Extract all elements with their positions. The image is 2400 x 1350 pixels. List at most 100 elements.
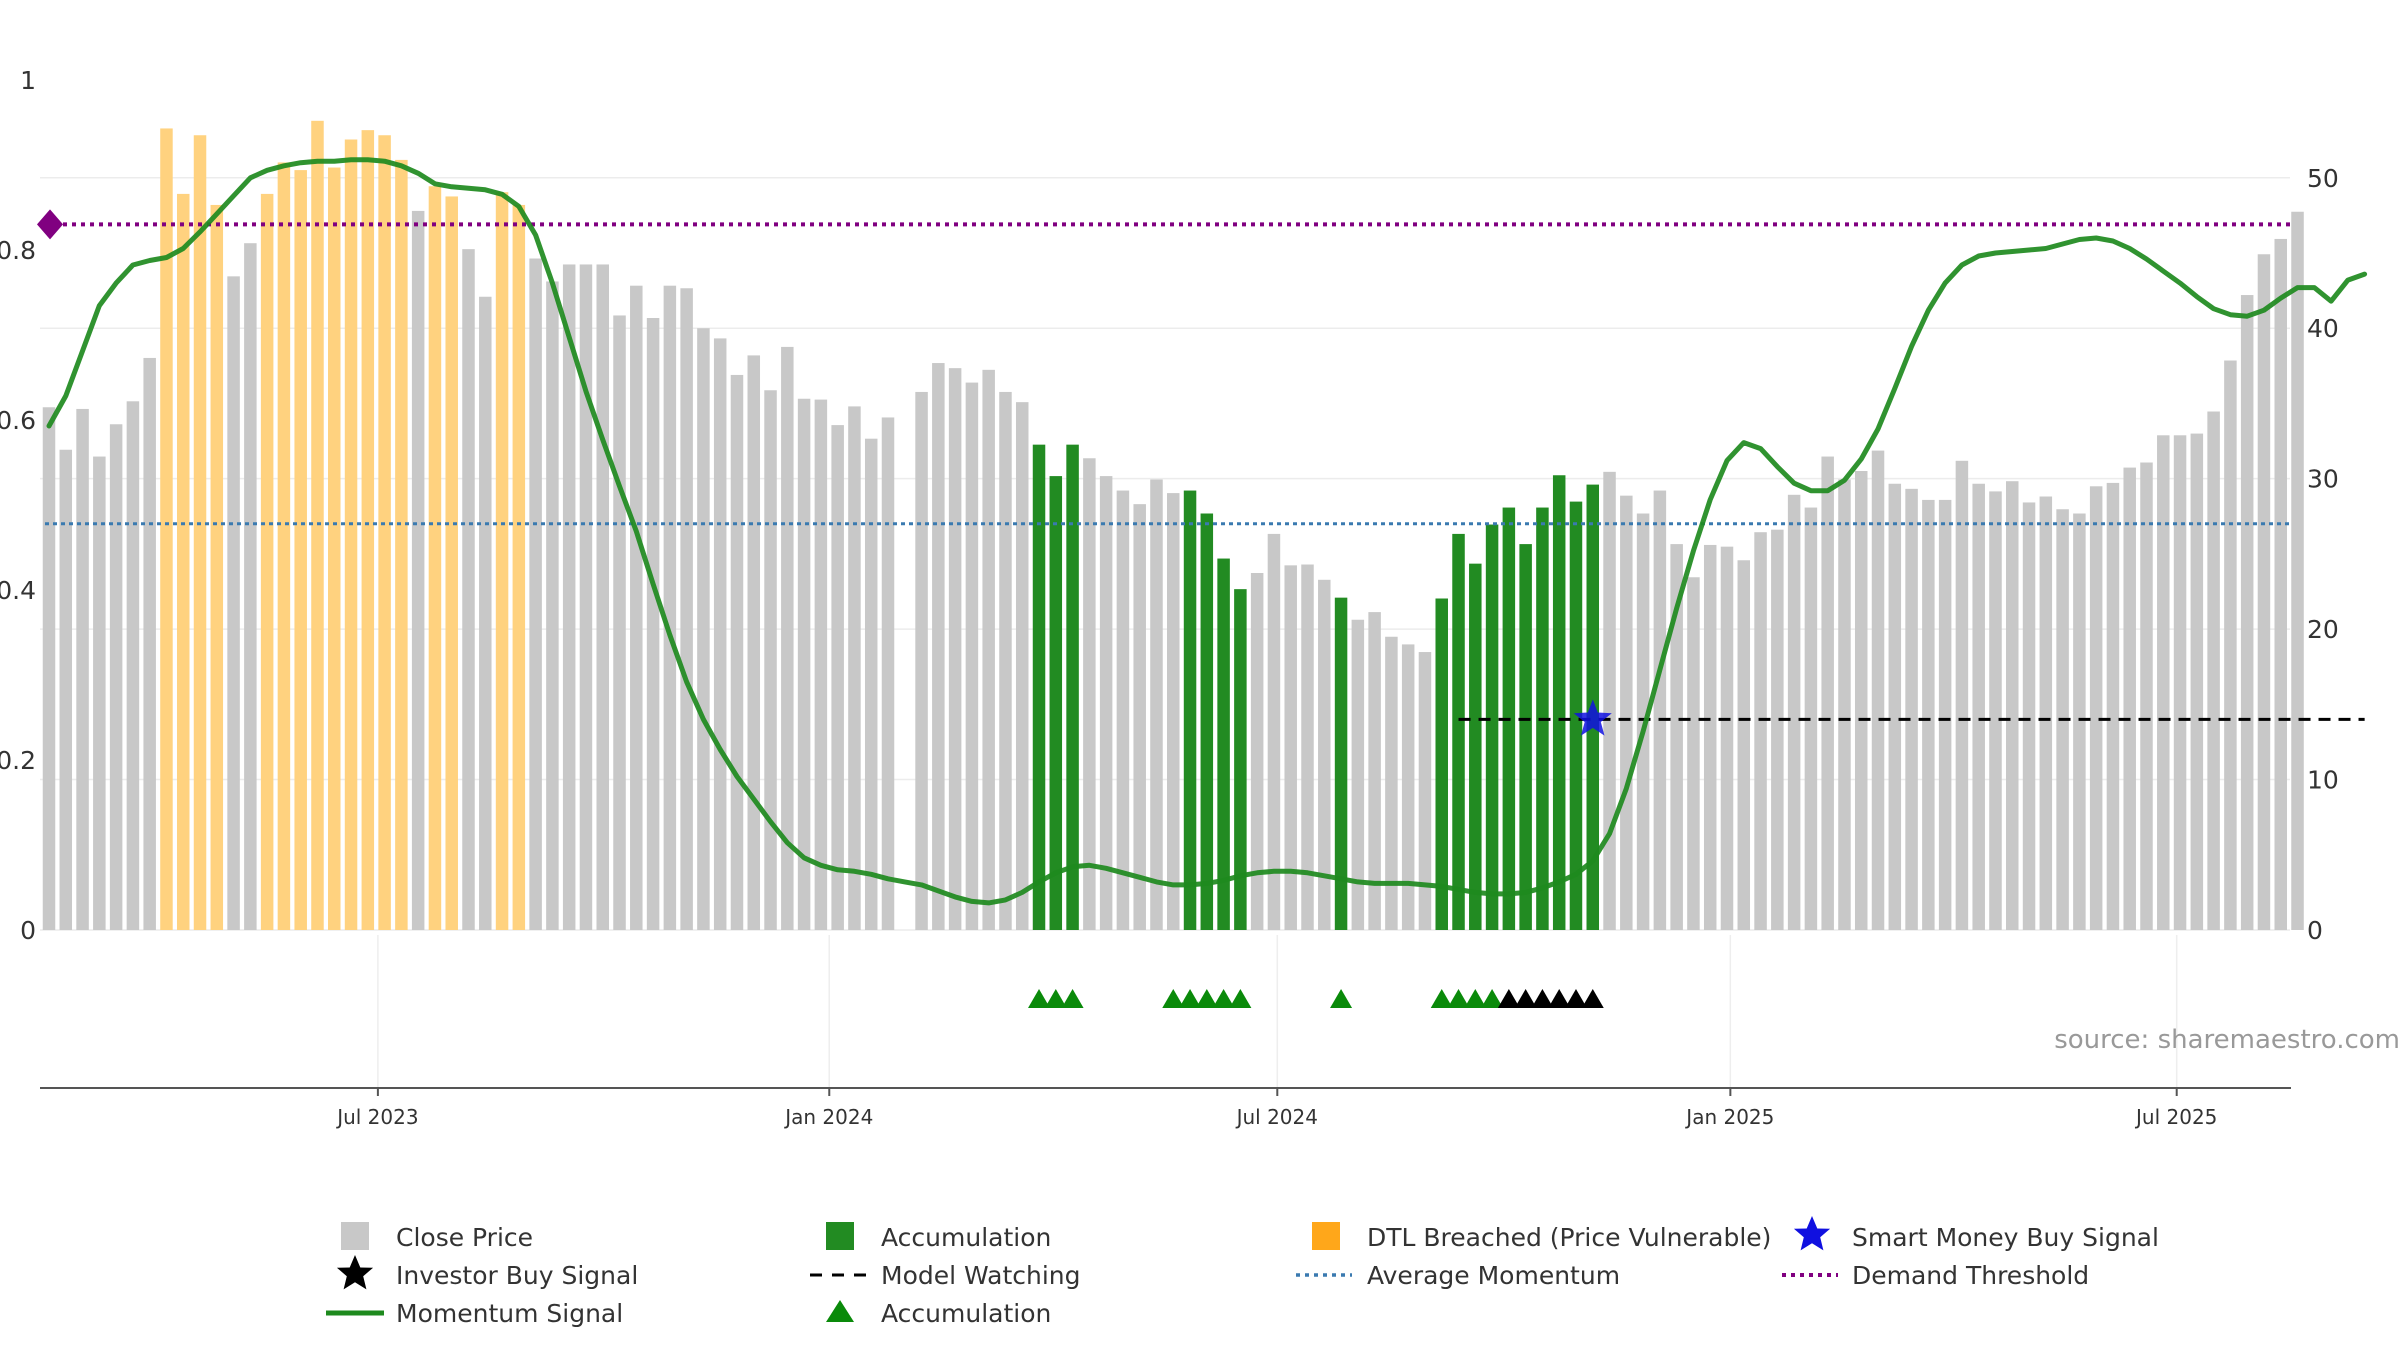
legend-label-accumulation-triangle: Accumulation: [881, 1299, 1051, 1328]
close-price-bar: [2073, 513, 2086, 930]
dtl-breached-bar: [344, 139, 358, 930]
x-tick-label: Jan 2025: [1684, 1105, 1774, 1129]
close-price-bar: [1368, 612, 1381, 930]
axes: Jul 2023 Jan 2024 Jul 2024 Jan 2025 Jul 2025…: [0, 66, 2339, 1129]
close-price-bar: [596, 264, 609, 930]
close-price-bar: [2274, 238, 2287, 930]
close-price-bar: [1301, 564, 1314, 930]
close-price-bar: [1972, 483, 1985, 930]
legend-label-investor-buy: Investor Buy Signal: [396, 1261, 638, 1290]
close-price-bar: [781, 346, 794, 930]
right-axis-tick-label: 0: [2307, 916, 2323, 945]
close-price-bar: [1015, 402, 1029, 930]
right-axis-tick-label: 40: [2307, 314, 2339, 343]
gridlines: [40, 177, 2290, 1088]
close-price-bar: [1636, 513, 1650, 930]
close-price-bar: [59, 449, 73, 930]
accumulation-triangle: [1179, 989, 1202, 1008]
close-price-bar: [244, 243, 257, 930]
accumulation-bar: [1519, 544, 1532, 930]
close-price-bar: [1905, 488, 1918, 930]
close-price-bar: [1720, 546, 1734, 930]
close-price-bar: [1787, 494, 1801, 930]
source-credit: source: sharemaestro.com: [2054, 1025, 2400, 1055]
dtl-breached-bar: [445, 196, 458, 930]
legend-label-momentum: Momentum Signal: [396, 1299, 623, 1328]
close-price-bar: [126, 401, 140, 930]
close-price-bar: [1955, 460, 1969, 930]
dtl-breached-bar: [395, 159, 408, 930]
close-price-bar: [730, 374, 744, 930]
x-tick-label: Jul 2025: [2134, 1105, 2217, 1129]
accumulation-bar: [1200, 513, 1214, 930]
close-price-bar: [2190, 433, 2204, 930]
close-price-bar: [713, 338, 727, 930]
dtl-breached-bar: [495, 192, 509, 930]
close-price-bar: [831, 425, 844, 930]
right-axis-tick-label: 10: [2307, 766, 2339, 795]
close-price-bar: [2173, 435, 2187, 930]
legend-icon-investor-buy: [336, 1255, 374, 1290]
close-price-bar: [697, 328, 710, 930]
dtl-breached-bar: [328, 167, 341, 931]
accumulation-triangle: [1044, 989, 1067, 1008]
close-price-bar: [864, 438, 878, 930]
close-price-bar: [1989, 491, 2002, 930]
close-price-bar: [411, 210, 425, 930]
close-price-bar: [747, 355, 761, 930]
legend: Close Price Accumulation DTL Breached (P…: [326, 1216, 2159, 1328]
close-price-bar: [1385, 636, 1398, 930]
close-price-bar: [42, 407, 56, 930]
left-axis-tick-label: 0.8: [0, 236, 36, 265]
legend-label-average-momentum: Average Momentum: [1367, 1261, 1620, 1290]
close-price-bar: [1401, 644, 1415, 930]
close-price-bar: [814, 399, 828, 931]
close-price-bar: [1083, 458, 1096, 930]
accumulation-triangle: [1229, 989, 1252, 1008]
close-price-bar: [2240, 295, 2254, 930]
left-axis-tick-label: 0.4: [0, 576, 36, 605]
close-price-bar: [1150, 479, 1163, 930]
right-axis-tick-label: 20: [2307, 615, 2339, 644]
close-price-bar: [1854, 471, 1868, 930]
close-price-bar: [630, 285, 643, 930]
close-price-bar: [663, 285, 677, 930]
accumulation-bar: [1485, 524, 1499, 930]
close-price-bar: [2006, 481, 2019, 930]
close-price-bar: [1922, 499, 1935, 930]
close-price-bar: [1267, 533, 1281, 930]
investor-buy-triangle: [1531, 989, 1554, 1008]
close-price-bar: [546, 281, 559, 930]
close-price-bar: [881, 417, 895, 930]
close-price-bar: [1871, 450, 1885, 930]
accumulation-bar: [1049, 476, 1063, 930]
close-price-bar: [1687, 577, 1700, 930]
accumulation-bar: [1569, 501, 1583, 930]
close-price-bar: [1318, 579, 1331, 930]
legend-label-model-watching: Model Watching: [881, 1261, 1081, 1290]
close-price-bar: [965, 382, 979, 931]
close-price-bar: [932, 363, 945, 930]
dtl-breached-bar: [361, 130, 375, 930]
accumulation-bar: [1183, 490, 1197, 930]
close-price-bar: [680, 288, 693, 930]
close-price-bar: [915, 391, 928, 930]
left-axis-tick-label: 1: [20, 66, 36, 95]
close-price-bar: [529, 258, 542, 930]
close-price-bar: [2039, 496, 2053, 930]
close-price-bar: [143, 357, 156, 930]
close-price-bar: [1838, 479, 1851, 930]
dtl-breached-bar: [311, 120, 324, 931]
accumulation-triangle: [1430, 989, 1453, 1008]
close-price-bar: [1821, 456, 1834, 930]
accumulation-bar: [1032, 444, 1046, 930]
accumulation-triangle: [1481, 989, 1504, 1008]
close-price-bar: [1133, 504, 1146, 930]
close-price-bar: [2123, 467, 2136, 930]
close-price-bar: [613, 315, 626, 930]
close-price-bar: [982, 369, 995, 931]
legend-swatch-dtl-breached: [1312, 1222, 1340, 1250]
dtl-breached-bar: [512, 204, 526, 930]
close-price-bar: [562, 264, 576, 930]
